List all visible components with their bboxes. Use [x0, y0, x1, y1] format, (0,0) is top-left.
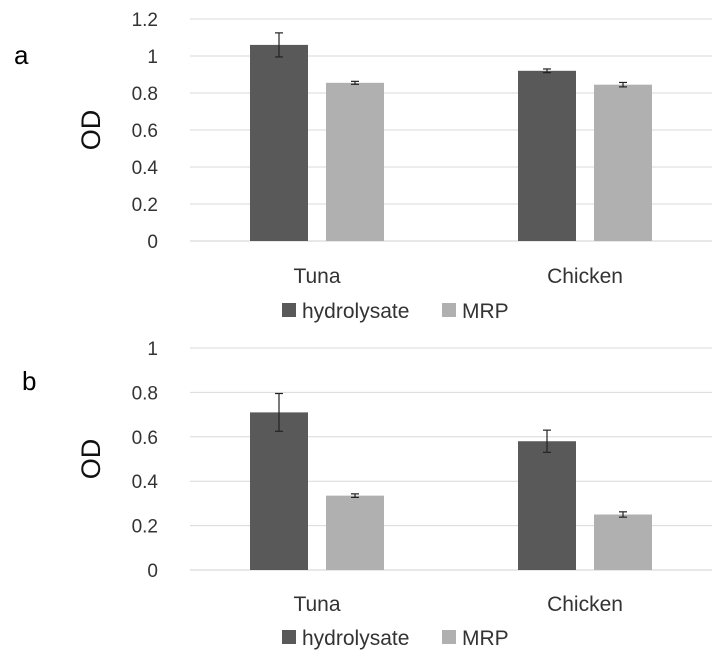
bar-mrp-chicken [594, 514, 652, 570]
legend-swatch-mrp [442, 303, 456, 317]
y-tick-label: 0 [147, 232, 158, 253]
legend-swatch-hydrolysate [282, 303, 296, 317]
chart-panel-b: b 0 0.2 0.4 0.6 0.8 1 OD Tuna Chicken hydrolysate M… [22, 339, 712, 650]
legend-label: hydrolysate [302, 627, 409, 650]
legend-label: hydrolysate [302, 300, 409, 323]
y-tick-label: 0.6 [132, 428, 158, 449]
y-axis-label: OD [76, 439, 106, 480]
panel-letter: b [22, 366, 36, 396]
x-tick-label: Chicken [547, 265, 623, 288]
bar-hydrolysate-tuna [250, 412, 308, 570]
bar-mrp-tuna [326, 82, 384, 241]
legend-swatch-mrp [442, 630, 456, 644]
y-tick-label: 1 [147, 339, 158, 360]
x-tick-label: Tuna [293, 265, 340, 288]
bar-hydrolysate-chicken [518, 70, 576, 241]
bar-hydrolysate-chicken [518, 441, 576, 570]
legend-label: MRP [462, 300, 509, 323]
y-axis-label: OD [76, 110, 106, 151]
y-tick-label: 1.2 [132, 10, 158, 31]
y-tick-label: 0 [147, 561, 158, 582]
panel-letter: a [14, 40, 29, 70]
y-tick-label: 0.8 [132, 84, 158, 105]
bar-mrp-chicken [594, 84, 652, 241]
x-tick-label: Chicken [547, 593, 623, 616]
y-tick-label: 0.2 [132, 195, 158, 216]
bar-hydrolysate-tuna [250, 44, 308, 242]
y-tick-label: 0.8 [132, 383, 158, 404]
y-tick-label: 1 [147, 47, 158, 68]
legend-swatch-hydrolysate [282, 630, 296, 644]
y-tick-label: 0.4 [132, 472, 159, 493]
bar-mrp-tuna [326, 495, 384, 570]
legend-label: MRP [462, 627, 509, 650]
y-tick-label: 0.4 [132, 158, 159, 179]
y-tick-label: 0.2 [132, 517, 158, 538]
chart-panel-a: a 0 0.2 0.4 0.6 0.8 1 1.2 OD Tuna Chicken hydrolysa… [14, 10, 712, 323]
x-tick-label: Tuna [293, 593, 340, 616]
y-tick-label: 0.6 [132, 121, 158, 142]
